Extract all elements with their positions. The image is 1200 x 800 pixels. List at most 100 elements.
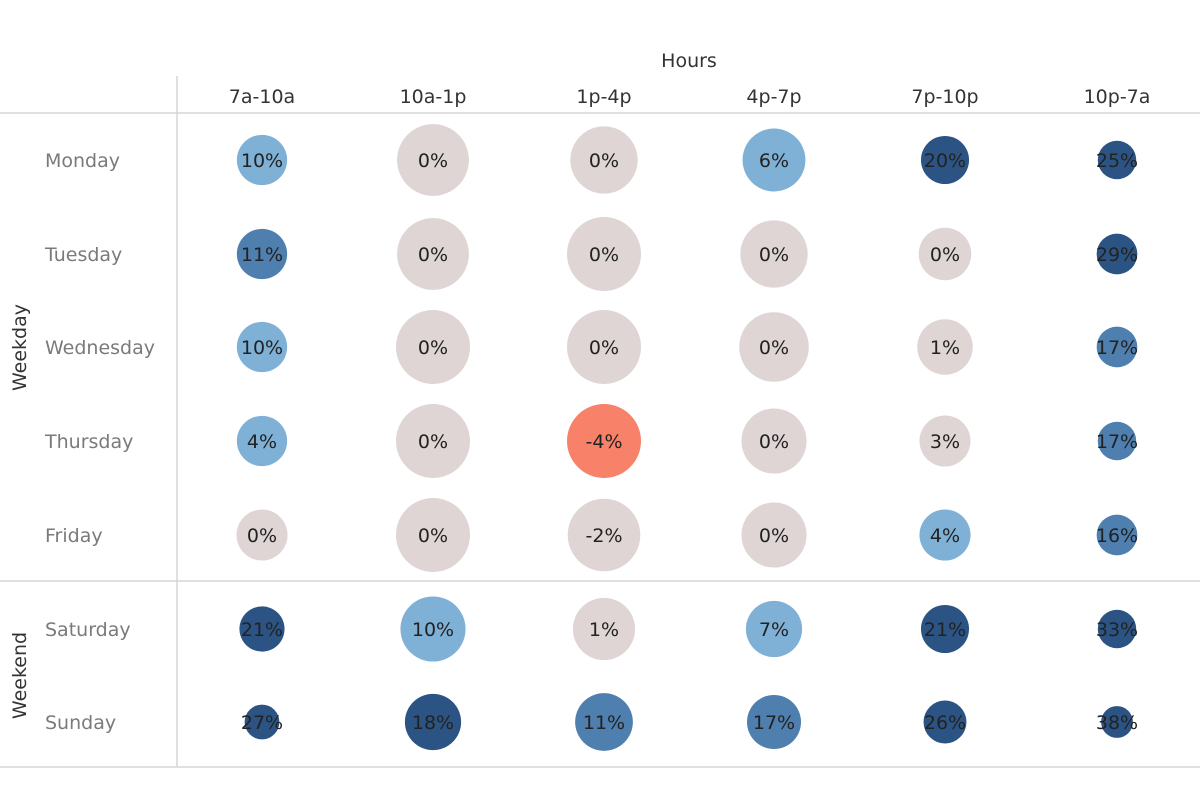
row-label: Monday (45, 150, 120, 172)
bubble (567, 217, 641, 291)
bubble-label: 26% (924, 712, 966, 734)
bubble-label: 0% (589, 150, 619, 172)
row-label: Friday (45, 525, 103, 547)
bubble-label: 21% (241, 619, 283, 641)
column-label: 1p-4p (576, 86, 631, 108)
bubble-label: 1% (930, 337, 960, 359)
bubble-label: 27% (241, 712, 283, 734)
bubble-label: 0% (418, 337, 448, 359)
bubble-label: 6% (759, 150, 789, 172)
bubble (739, 312, 809, 382)
bubble (742, 128, 806, 192)
bubble (920, 135, 970, 185)
row-label: Sunday (45, 712, 116, 734)
bubble-label: 0% (930, 244, 960, 266)
bubble-label: 21% (924, 619, 966, 641)
bubble-label: 10% (412, 619, 454, 641)
bubble-label: 0% (759, 337, 789, 359)
bubble (236, 134, 288, 186)
bubble-label: 0% (589, 337, 619, 359)
bubble-label: 25% (1096, 150, 1138, 172)
group-label: Weekend (9, 632, 31, 719)
bubble-label: 0% (418, 244, 448, 266)
bubble (1096, 233, 1138, 275)
bubble (567, 404, 641, 478)
bubble (1096, 326, 1138, 368)
bubble-label: 0% (418, 431, 448, 453)
bubble (741, 408, 807, 474)
bubble-label: 20% (924, 150, 966, 172)
divider-lines (0, 76, 1200, 768)
bubble (567, 498, 641, 572)
bubble (1096, 514, 1138, 556)
column-header: Hours (661, 50, 717, 72)
bubble-label: 0% (418, 150, 448, 172)
row-labels: Monday Tuesday Wednesday Thursday Friday Satu… (44, 150, 155, 734)
bubble (396, 404, 470, 478)
bubble-label: 10% (241, 337, 283, 359)
bubble-label: 0% (247, 525, 277, 547)
bubble-label: 17% (753, 712, 795, 734)
bubble-label: 0% (759, 525, 789, 547)
bubble (920, 604, 970, 654)
row-label: Saturday (45, 619, 131, 641)
row-label: Tuesday (44, 244, 122, 266)
column-label: 10a-1p (400, 86, 467, 108)
bubble-label: 0% (759, 431, 789, 453)
group-label: Weekday (9, 304, 31, 391)
bubble (397, 124, 469, 196)
bubble (396, 310, 470, 384)
bubble (404, 693, 462, 751)
bubble (746, 694, 802, 750)
column-labels: 7a-10a 10a-1p 1p-4p 4p-7p 7p-10p 10p-7a (229, 86, 1151, 108)
bubble-label: 33% (1096, 619, 1138, 641)
bubble-label: 17% (1096, 337, 1138, 359)
bubble-label: 0% (759, 244, 789, 266)
row-label: Wednesday (45, 337, 155, 359)
bubble (572, 597, 636, 661)
bubble (239, 606, 285, 652)
bubble (740, 220, 808, 288)
bubble (236, 321, 288, 373)
bubble (1097, 609, 1137, 649)
bubble-label: 11% (583, 712, 625, 734)
bubble (918, 227, 972, 281)
bubble (1097, 421, 1137, 461)
bubble-label: 3% (930, 431, 960, 453)
bubble (919, 509, 971, 561)
bubble (741, 502, 807, 568)
bubble (923, 700, 967, 744)
bubble-label: 17% (1096, 431, 1138, 453)
bubble-label: 11% (241, 244, 283, 266)
bubble (244, 704, 280, 740)
bubble (397, 218, 469, 290)
bubble-label: 16% (1096, 525, 1138, 547)
bubble (236, 228, 288, 280)
bubble-label: 7% (759, 619, 789, 641)
bubble (919, 415, 971, 467)
bubble-label: 4% (930, 525, 960, 547)
bubble (570, 126, 638, 194)
row-label: Thursday (44, 431, 133, 453)
bubble-label: 38% (1096, 712, 1138, 734)
column-label: 7p-10p (911, 86, 978, 108)
bubble (236, 509, 288, 561)
bubble (1101, 706, 1133, 738)
bubble-label: 29% (1096, 244, 1138, 266)
column-label: 10p-7a (1084, 86, 1151, 108)
bubble-label: 0% (418, 525, 448, 547)
bubble-label: 4% (247, 431, 277, 453)
bubble (1097, 140, 1137, 180)
bubble-label: -4% (586, 431, 623, 453)
group-labels: Weekday Weekend (9, 304, 31, 719)
bubbles: 10% 0% 0% 6% 20% 25% 11% 0% 0% 0% 0% 29% 10% 0% 0% 0% 1%… (236, 124, 1138, 751)
bubble-label: 18% (412, 712, 454, 734)
bubble (400, 596, 466, 662)
bubble (567, 310, 641, 384)
bubble (917, 319, 973, 375)
bubble (745, 600, 803, 658)
bubble-label: 10% (241, 150, 283, 172)
column-label: 4p-7p (746, 86, 801, 108)
bubble (396, 498, 470, 572)
